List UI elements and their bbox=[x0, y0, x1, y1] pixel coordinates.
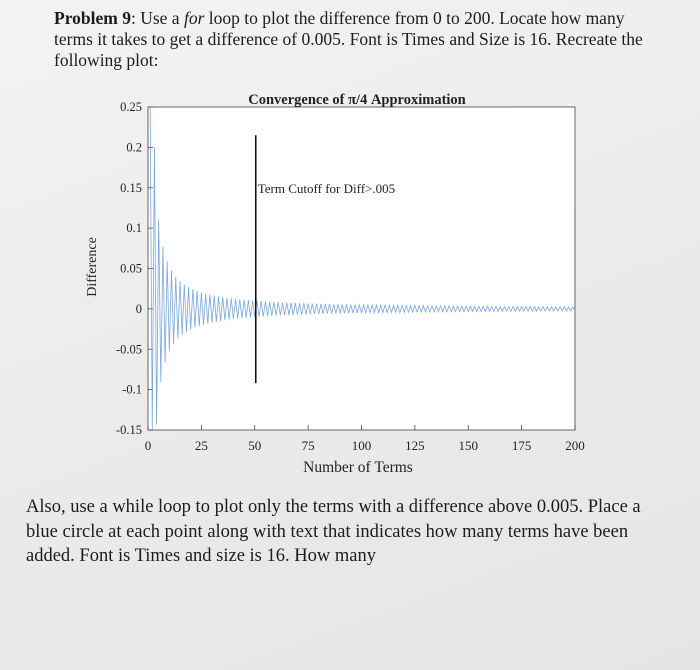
y-tick-label: 0 bbox=[136, 302, 142, 316]
problem-text-1: : Use a bbox=[130, 8, 184, 28]
y-axis-label: Difference bbox=[85, 237, 100, 297]
plot-area bbox=[147, 106, 576, 431]
cutoff-label: Term Cutoff for Diff>.005 bbox=[258, 181, 395, 196]
x-tick-label: 0 bbox=[145, 438, 152, 453]
plot-frame-group bbox=[147, 106, 576, 431]
x-tick-label: 175 bbox=[512, 438, 532, 453]
problem-statement: Problem 9: Use a for loop to plot the di… bbox=[54, 8, 664, 71]
y-tick-label: 0.1 bbox=[126, 221, 142, 235]
convergence-plot: 0.250.20.150.10.050-0.05-0.1-0.150 25 50 75… bbox=[85, 92, 585, 476]
y-tick-label: 0.05 bbox=[120, 262, 142, 276]
y-tick-label: 0.2 bbox=[126, 140, 142, 154]
x-tick-label: 75 bbox=[302, 438, 315, 453]
x-tick-label: 125 bbox=[405, 438, 425, 453]
y-tick-label: 0.15 bbox=[120, 181, 142, 195]
x-tick-label: 25 bbox=[195, 438, 208, 453]
x-axis-label: Number of Terms bbox=[303, 459, 413, 476]
ticks-group: 0.250.20.150.10.050-0.05-0.1-0.150 25 50 75… bbox=[116, 100, 585, 453]
x-tick-label: 100 bbox=[352, 438, 372, 453]
x-tick-label: 200 bbox=[565, 438, 585, 453]
problem-text-2: loop to plot the difference from 0 to 20… bbox=[54, 8, 643, 70]
y-tick-label: 0.25 bbox=[120, 100, 142, 114]
cutoff-group: Term Cutoff for Diff>.005 bbox=[254, 135, 395, 384]
x-tick-label: 50 bbox=[248, 438, 261, 453]
followup-text: Also, use a while loop to plot only the … bbox=[26, 497, 641, 566]
x-tick-label: 150 bbox=[459, 438, 479, 453]
chart-title: Convergence of π/4 Approximation bbox=[248, 92, 466, 108]
series-group bbox=[149, 106, 576, 431]
y-tick-label: -0.1 bbox=[122, 383, 142, 397]
y-tick-label: -0.15 bbox=[116, 423, 142, 437]
series-line bbox=[149, 106, 576, 431]
problem-number: Problem 9 bbox=[54, 8, 131, 28]
y-tick-label: -0.05 bbox=[116, 342, 142, 356]
problem-emph: for bbox=[183, 8, 205, 28]
